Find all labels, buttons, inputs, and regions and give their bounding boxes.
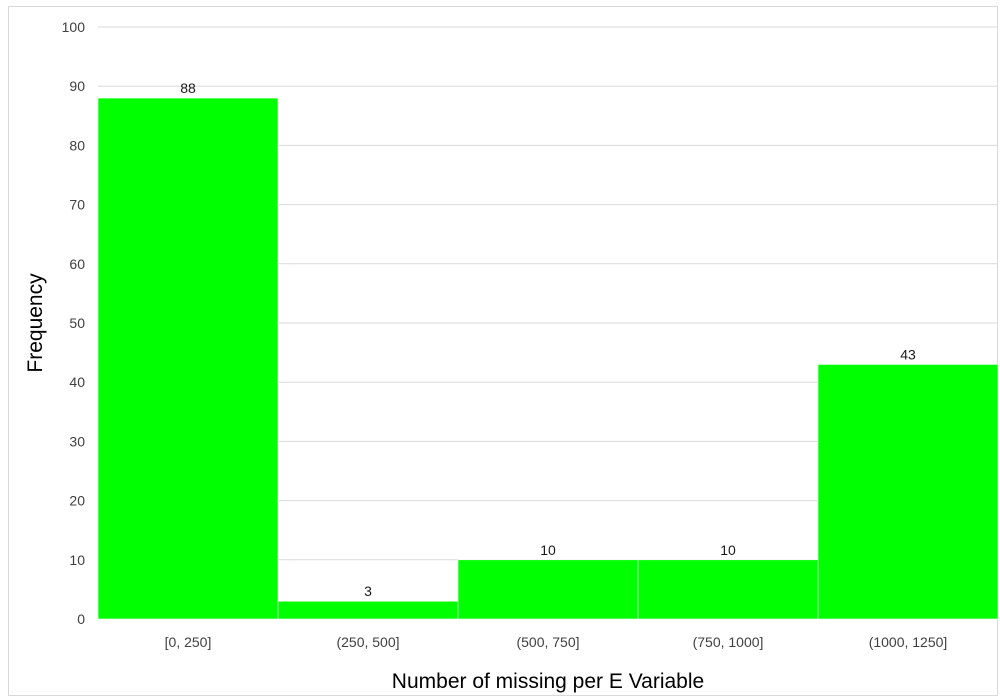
- x-axis-title: Number of missing per E Variable: [392, 670, 704, 693]
- data-label: 3: [364, 583, 372, 599]
- bar: [97, 97, 279, 620]
- x-tick-label: (500, 750]: [516, 634, 579, 650]
- y-axis-title: Frequency: [24, 273, 47, 373]
- y-tick-label: 100: [62, 19, 86, 35]
- bars: [97, 97, 999, 620]
- x-tick-label: (250, 500]: [336, 634, 399, 650]
- data-label: 88: [180, 80, 196, 96]
- y-tick-label: 10: [69, 552, 85, 568]
- y-tick-label: 40: [69, 374, 85, 390]
- bar: [817, 364, 999, 620]
- y-tick-label: 80: [69, 137, 85, 153]
- y-tick-label: 0: [77, 611, 85, 627]
- y-tick-label: 20: [69, 493, 85, 509]
- bar: [277, 600, 459, 620]
- data-label: 10: [540, 542, 556, 558]
- y-tick-label: 70: [69, 197, 85, 213]
- bar: [637, 559, 819, 620]
- bar: [457, 559, 639, 620]
- x-tick-label: (750, 1000]: [693, 634, 764, 650]
- y-tick-label: 90: [69, 78, 85, 94]
- y-tick-labels: 0 10 20 30 40 50 60 70 80 90 100: [62, 19, 86, 627]
- data-labels: 88 3 10 10 43: [180, 80, 916, 599]
- data-label: 10: [720, 542, 736, 558]
- data-label: 43: [900, 346, 916, 362]
- x-tick-label: (1000, 1250]: [869, 634, 948, 650]
- y-tick-label: 60: [69, 256, 85, 272]
- chart-frame: [8, 6, 998, 696]
- x-tick-label: [0, 250]: [165, 634, 212, 650]
- x-tick-labels: [0, 250] (250, 500] (500, 750] (750, 1000] (…: [165, 634, 948, 650]
- y-tick-label: 50: [69, 315, 85, 331]
- y-tick-label: 30: [69, 433, 85, 449]
